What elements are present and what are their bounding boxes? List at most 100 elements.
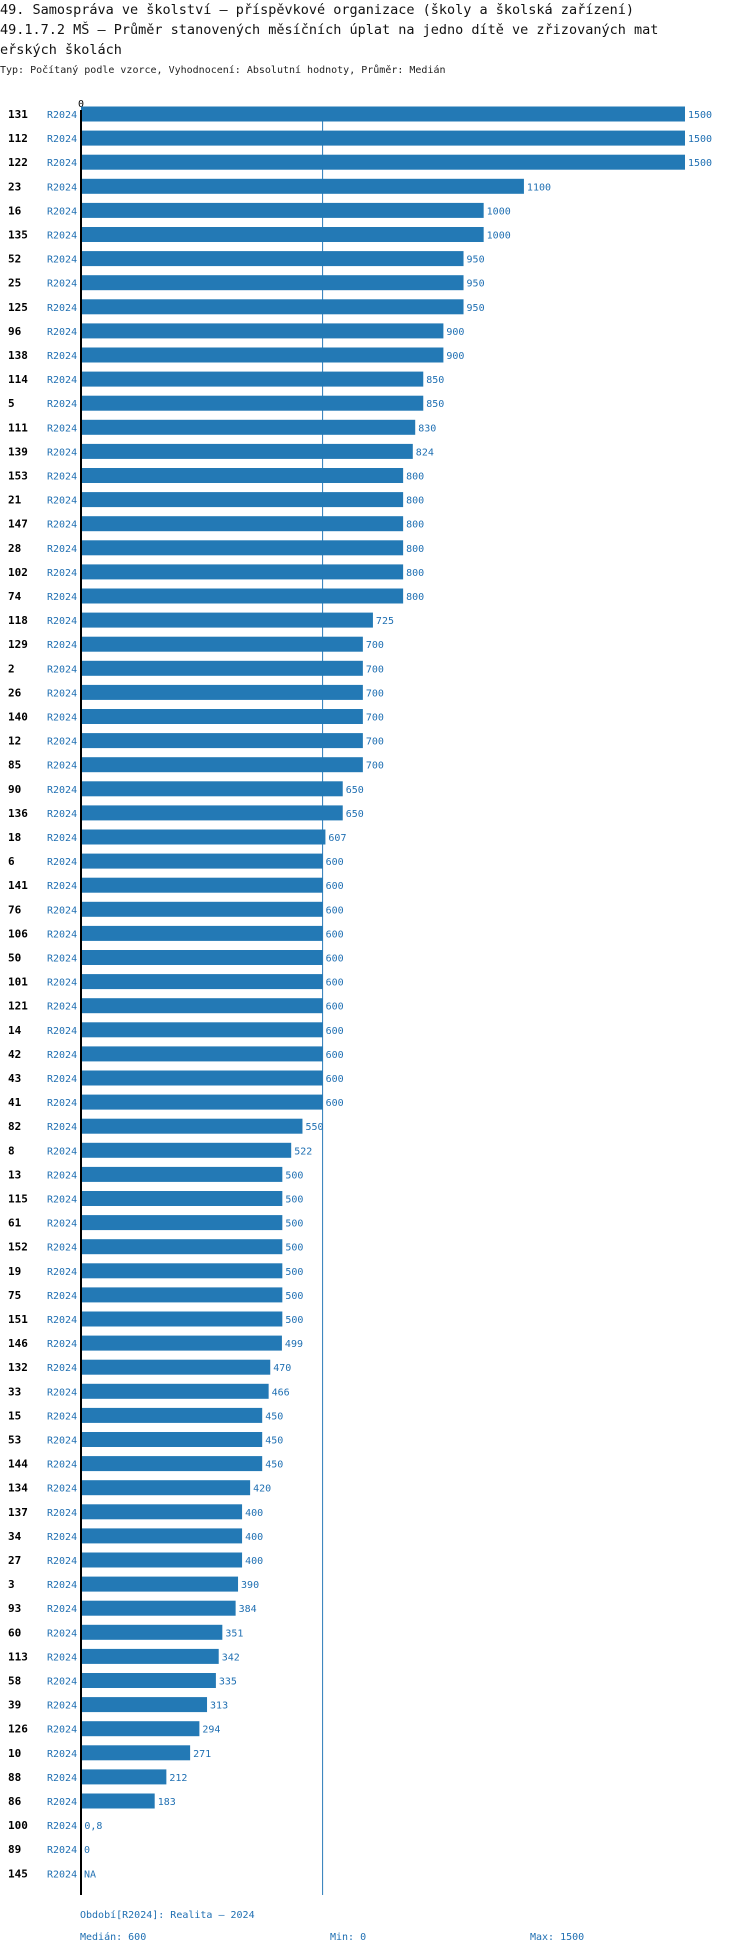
row-id-label: 113	[8, 1650, 28, 1663]
chart-subtitle: Typ: Počítaný podle vzorce, Vyhodnocení:…	[0, 65, 446, 76]
bar-value-label: 466	[272, 1387, 290, 1398]
bar	[81, 1263, 283, 1279]
row-id-label: 115	[8, 1193, 28, 1206]
bar	[81, 468, 404, 483]
bar	[81, 660, 363, 676]
row-period-label: R2024	[47, 1460, 77, 1471]
bar	[81, 1745, 191, 1761]
row-period-label: R2024	[47, 1411, 77, 1422]
row-id-label: 27	[8, 1554, 21, 1567]
row-period-label: R2024	[47, 1050, 77, 1061]
bar	[81, 1600, 236, 1616]
bar	[81, 684, 363, 700]
bar-value-label: 700	[366, 713, 384, 724]
row-period-label: R2024	[47, 327, 77, 338]
bar-value-label: 183	[158, 1797, 176, 1808]
row-period-label: R2024	[47, 158, 77, 169]
bar-value-label: 700	[366, 737, 384, 748]
row-id-label: 21	[8, 494, 22, 507]
bar	[81, 1624, 223, 1640]
row-period-label: R2024	[47, 1363, 77, 1374]
row-id-label: 82	[8, 1120, 21, 1133]
row-id-label: 41	[8, 1096, 22, 1109]
bar	[81, 805, 343, 821]
bar	[81, 1166, 283, 1182]
row-period-label: R2024	[47, 616, 77, 627]
row-id-label: 89	[8, 1843, 21, 1856]
row-period-label: R2024	[47, 1677, 77, 1688]
row-id-label: 43	[8, 1072, 21, 1085]
row-id-label: 19	[8, 1265, 21, 1278]
row-id-label: 8	[8, 1144, 15, 1157]
row-period-label: R2024	[47, 809, 77, 820]
bar-value-label: 600	[326, 1002, 344, 1013]
row-period-label: R2024	[47, 664, 77, 675]
row-period-label: R2024	[47, 592, 77, 603]
row-id-label: 85	[8, 759, 21, 772]
bar	[81, 1118, 303, 1134]
row-period-label: R2024	[47, 568, 77, 579]
bar	[81, 1769, 167, 1785]
bar	[81, 1287, 283, 1303]
row-id-label: 134	[8, 1482, 28, 1495]
bar-value-label: 420	[253, 1484, 271, 1495]
row-id-label: 137	[8, 1506, 28, 1519]
bar-value-label: 212	[169, 1773, 187, 1784]
row-period-label: R2024	[47, 303, 77, 314]
bar-value-label: 450	[265, 1436, 283, 1447]
row-id-label: 131	[8, 108, 28, 121]
bar	[81, 709, 363, 724]
row-period-label: R2024	[47, 1749, 77, 1760]
row-id-label: 60	[8, 1626, 21, 1639]
bar	[81, 1191, 283, 1206]
bar	[81, 1094, 323, 1110]
bar-value-label: 950	[467, 255, 485, 266]
bar-value-label: 0	[84, 1845, 90, 1856]
bar	[81, 154, 685, 170]
row-id-label: 74	[8, 590, 22, 603]
bar-value-label: 900	[446, 327, 464, 338]
bar-value-label: 342	[222, 1652, 240, 1663]
bar	[81, 395, 424, 411]
row-id-label: 122	[8, 156, 28, 169]
bar	[81, 974, 323, 990]
bar	[81, 202, 484, 218]
bar	[81, 636, 363, 652]
row-period-label: R2024	[47, 954, 77, 965]
bar-value-label: 600	[326, 929, 344, 940]
footer-max: Max: 1500	[530, 1932, 585, 1943]
bar-value-label: 850	[426, 399, 444, 410]
row-period-label: R2024	[47, 279, 77, 290]
row-period-label: R2024	[47, 231, 77, 242]
row-id-label: 18	[8, 831, 21, 844]
row-period-label: R2024	[47, 1580, 77, 1591]
row-period-label: R2024	[47, 761, 77, 772]
row-id-label: 141	[8, 879, 28, 892]
bar-value-label: 351	[225, 1628, 243, 1639]
bar-value-label: 499	[285, 1339, 303, 1350]
row-id-label: 13	[8, 1168, 21, 1181]
bar-value-label: NA	[84, 1869, 96, 1880]
row-id-label: 93	[8, 1602, 21, 1615]
row-id-label: 151	[8, 1313, 28, 1326]
bar-value-label: 500	[285, 1243, 303, 1254]
row-id-label: 52	[8, 253, 21, 266]
bar-value-label: 650	[346, 785, 364, 796]
row-id-label: 5	[8, 397, 15, 410]
bar	[81, 1359, 271, 1375]
row-id-label: 138	[8, 349, 28, 362]
row-id-label: 152	[8, 1241, 28, 1254]
bar-value-label: 800	[406, 568, 424, 579]
bar-value-label: 470	[273, 1363, 291, 1374]
row-period-label: R2024	[47, 905, 77, 916]
row-id-label: 129	[8, 638, 28, 651]
bar-value-label: 600	[326, 857, 344, 868]
bar-value-label: 600	[326, 905, 344, 916]
bar	[81, 588, 404, 604]
bar	[81, 1070, 323, 1086]
row-period-label: R2024	[47, 1146, 77, 1157]
bar-value-label: 600	[326, 1098, 344, 1109]
row-id-label: 146	[8, 1337, 28, 1350]
row-period-label: R2024	[47, 640, 77, 651]
bar	[81, 347, 444, 363]
